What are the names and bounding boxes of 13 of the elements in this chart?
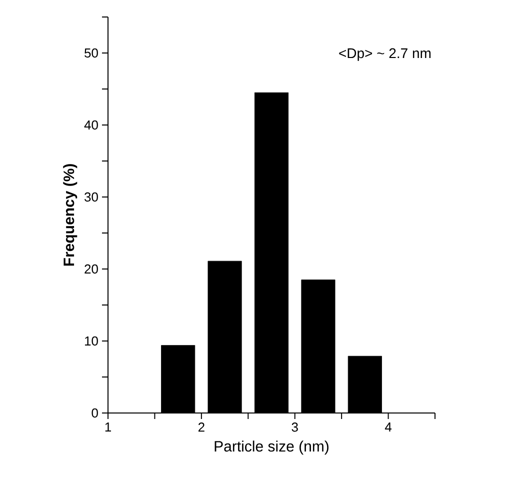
y-axis-title: Frequency (%) bbox=[63, 164, 78, 266]
x-tick-label: 1 bbox=[105, 422, 111, 432]
y-tick-label: 20 bbox=[84, 264, 98, 274]
y-tick-label: 30 bbox=[84, 192, 98, 202]
x-tick-label: 3 bbox=[292, 422, 298, 432]
annotation: <Dp> ~ 2.7 nm bbox=[339, 48, 431, 61]
y-tick-label: 0 bbox=[92, 408, 98, 418]
y-tick-label: 50 bbox=[84, 48, 98, 58]
x-tick-label: 2 bbox=[198, 422, 204, 432]
x-tick-label: 4 bbox=[384, 422, 392, 432]
y-tick-label: 10 bbox=[84, 336, 98, 346]
y-tick-label: 40 bbox=[84, 120, 98, 130]
x-axis-title: Particle size (nm) bbox=[214, 440, 328, 455]
